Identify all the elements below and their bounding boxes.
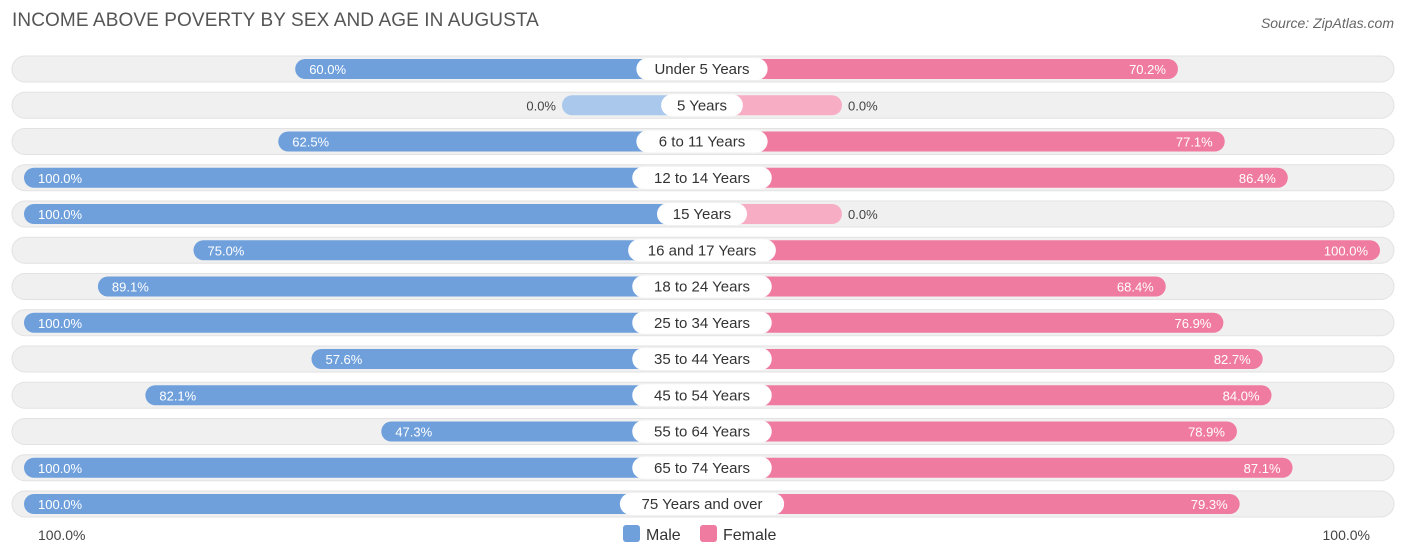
- category-label: 65 to 74 Years: [654, 460, 750, 477]
- female-value-label: 82.7%: [1214, 352, 1251, 367]
- chart-row: 55 to 64 Years 47.3% 78.9%: [11, 418, 1395, 445]
- category-label: 15 Years: [673, 206, 731, 223]
- male-value-label: 57.6%: [325, 352, 362, 367]
- chart-row: 18 to 24 Years 89.1% 68.4%: [11, 273, 1395, 300]
- chart-row: 65 to 74 Years 100.0% 87.1%: [11, 454, 1395, 482]
- chart-row: 35 to 44 Years 57.6% 82.7%: [11, 345, 1395, 373]
- female-value-label: 86.4%: [1239, 171, 1276, 186]
- female-bar: [702, 385, 1272, 406]
- legend-female-swatch: [700, 525, 717, 542]
- category-label-bg: [636, 130, 768, 153]
- male-bar: [24, 204, 702, 224]
- male-value-label: 100.0%: [38, 497, 83, 512]
- male-value-label: 47.3%: [395, 425, 432, 440]
- female-value-label: 70.2%: [1129, 62, 1166, 77]
- male-value-label: 100.0%: [38, 461, 83, 476]
- male-bar: [24, 494, 702, 514]
- category-label-bg: [632, 456, 772, 479]
- axis-right-label: 100.0%: [1323, 527, 1370, 543]
- male-bar: [24, 312, 702, 333]
- category-label-bg: [619, 493, 785, 515]
- chart-row: 15 Years 100.0% 0.0%: [11, 200, 1395, 228]
- male-bar: [97, 276, 703, 297]
- female-value-label: 79.3%: [1191, 497, 1228, 512]
- category-label: 18 to 24 Years: [654, 279, 750, 296]
- chart-row: 25 to 34 Years 100.0% 76.9%: [11, 309, 1395, 337]
- chart-row: 5 Years 0.0% 0.0%: [11, 91, 1395, 119]
- chart-title: INCOME ABOVE POVERTY BY SEX AND AGE IN A…: [12, 10, 539, 31]
- female-value-label: 87.1%: [1244, 461, 1281, 476]
- female-bar: [702, 457, 1293, 478]
- female-bar: [702, 494, 1240, 514]
- chart-row: 75 Years and over 100.0% 79.3%: [11, 490, 1395, 518]
- category-label-bg: [661, 94, 743, 117]
- category-label: 75 Years and over: [642, 496, 763, 513]
- category-label-bg: [632, 166, 772, 189]
- female-bar: [702, 421, 1237, 442]
- female-bar: [702, 131, 1225, 152]
- category-label: 55 to 64 Years: [654, 424, 750, 441]
- legend: Male Female: [623, 525, 776, 544]
- male-value-label: 89.1%: [112, 280, 149, 295]
- category-label-bg: [632, 384, 772, 407]
- male-value-label: 0.0%: [526, 98, 556, 113]
- chart-row: Under 5 Years 60.0% 70.2%: [11, 55, 1395, 83]
- female-value-label: 77.1%: [1176, 135, 1213, 150]
- category-label: 35 to 44 Years: [654, 351, 750, 368]
- category-label-bg: [657, 203, 747, 225]
- female-value-label: 76.9%: [1175, 316, 1212, 331]
- female-bar: [702, 312, 1224, 333]
- male-bar: [295, 59, 702, 79]
- category-label-bg: [636, 58, 768, 80]
- category-label: 6 to 11 Years: [659, 134, 745, 151]
- male-value-label: 100.0%: [38, 207, 83, 222]
- male-bar: [24, 457, 702, 478]
- category-label: 25 to 34 Years: [654, 315, 750, 332]
- chart-source: Source: ZipAtlas.com: [1260, 15, 1394, 31]
- male-value-label: 82.1%: [159, 388, 196, 403]
- male-bar: [24, 167, 702, 188]
- female-value-label: 68.4%: [1117, 280, 1154, 295]
- chart-row: 6 to 11 Years 62.5% 77.1%: [11, 128, 1395, 155]
- male-value-label: 62.5%: [292, 135, 329, 150]
- male-value-label: 100.0%: [38, 316, 83, 331]
- male-value-label: 75.0%: [208, 243, 245, 258]
- category-label: 16 and 17 Years: [648, 242, 756, 259]
- female-bar: [702, 59, 1178, 79]
- category-label: 45 to 54 Years: [654, 387, 750, 404]
- legend-female-label: Female: [723, 527, 776, 544]
- chart-row: 45 to 54 Years 82.1% 84.0%: [11, 381, 1395, 409]
- category-label: 5 Years: [677, 97, 727, 114]
- female-value-label: 78.9%: [1188, 425, 1225, 440]
- male-bar: [145, 385, 702, 406]
- axis-left-label: 100.0%: [38, 527, 85, 543]
- female-bar: [702, 276, 1166, 297]
- female-value-label: 84.0%: [1223, 388, 1260, 403]
- legend-male-swatch: [623, 525, 640, 542]
- male-bar: [381, 421, 702, 442]
- male-value-label: 100.0%: [38, 171, 83, 186]
- category-label: Under 5 Years: [654, 61, 749, 78]
- male-bar: [278, 131, 702, 152]
- female-value-label: 100.0%: [1324, 243, 1369, 258]
- male-value-label: 60.0%: [309, 62, 346, 77]
- female-bar: [702, 349, 1263, 369]
- male-bar: [193, 240, 702, 261]
- category-label-bg: [632, 311, 772, 334]
- female-value-label: 0.0%: [848, 207, 878, 222]
- chart-row: 12 to 14 Years 100.0% 86.4%: [11, 164, 1395, 192]
- category-label-bg: [628, 239, 776, 262]
- female-bar: [702, 240, 1380, 261]
- legend-male-label: Male: [646, 527, 681, 544]
- female-bar: [702, 167, 1288, 188]
- male-bar: [311, 349, 702, 369]
- category-label-bg: [632, 275, 772, 298]
- category-label-bg: [632, 420, 772, 443]
- category-label-bg: [632, 348, 772, 370]
- chart-row: 16 and 17 Years 75.0% 100.0%: [11, 236, 1395, 264]
- category-label: 12 to 14 Years: [654, 170, 750, 187]
- female-value-label: 0.0%: [848, 98, 878, 113]
